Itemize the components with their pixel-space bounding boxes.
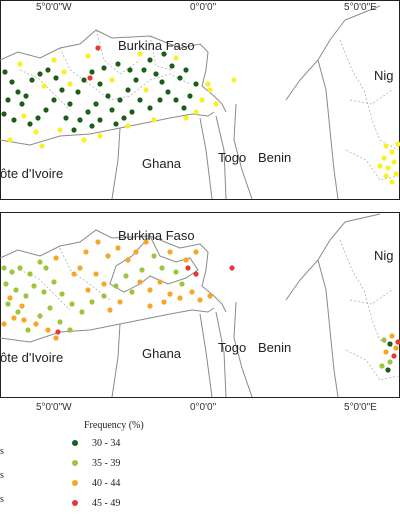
legend-label: 30 - 34 bbox=[92, 437, 121, 449]
legend-item: 40 - 44 bbox=[72, 476, 120, 490]
bottom-coord-5e: 5°0'0"E bbox=[344, 402, 377, 413]
bottom-label-togo: Togo bbox=[218, 340, 246, 355]
legend-dot-45-49 bbox=[72, 500, 78, 506]
bottom-label-benin: Benin bbox=[258, 340, 291, 355]
top-label-benin: Benin bbox=[258, 150, 291, 165]
legend-title: Frequency (%) bbox=[84, 420, 144, 431]
top-dots-yellow bbox=[7, 51, 400, 185]
legend-label: 40 - 44 bbox=[92, 477, 121, 489]
top-dots-45-49 bbox=[87, 45, 101, 81]
bottom-dots-40-44 bbox=[1, 239, 399, 355]
top-label-cote: ôte d'Ivoire bbox=[0, 166, 63, 181]
legend-side-letter: s bbox=[0, 494, 4, 505]
legend-side-letter: s bbox=[0, 470, 4, 481]
legend-dot-40-44 bbox=[72, 480, 78, 486]
legend-label: 45 - 49 bbox=[92, 497, 121, 509]
bottom-dots-30-34 bbox=[385, 341, 393, 373]
bottom-map-borders bbox=[0, 213, 381, 398]
bottom-label-burkina: Burkina Faso bbox=[118, 228, 195, 243]
legend-dot-30-34 bbox=[72, 440, 78, 446]
legend-side-letter: s bbox=[0, 446, 4, 457]
bottom-coord-0: 0°0'0" bbox=[190, 402, 217, 413]
top-coord-5w: 5°0'0"W bbox=[36, 2, 72, 13]
top-coord-5e: 5°0'0"E bbox=[344, 2, 377, 13]
top-label-burkina: Burkina Faso bbox=[118, 38, 195, 53]
top-map: Burkina Faso Ghana Togo Benin Nig ôte d'… bbox=[0, 0, 400, 200]
legend: Frequency (%) s s s 30 - 34 35 - 39 40 -… bbox=[0, 418, 400, 516]
legend-item: 35 - 39 bbox=[72, 456, 120, 470]
bottom-dots-45-49 bbox=[55, 265, 400, 359]
top-label-nig: Nig bbox=[374, 68, 394, 83]
bottom-label-ghana: Ghana bbox=[142, 346, 182, 361]
top-label-ghana: Ghana bbox=[142, 156, 182, 171]
legend-item: 45 - 49 bbox=[72, 496, 120, 510]
bottom-coord-5w: 5°0'0"W bbox=[36, 402, 72, 413]
top-label-togo: Togo bbox=[218, 150, 246, 165]
bottom-map: Burkina Faso Ghana Togo Benin Nig ôte d'… bbox=[0, 212, 400, 398]
top-coord-0: 0°0'0" bbox=[190, 2, 217, 13]
bottom-label-nig: Nig bbox=[374, 248, 394, 263]
legend-label: 35 - 39 bbox=[92, 457, 121, 469]
legend-item: 30 - 34 bbox=[72, 436, 120, 450]
bottom-dots-35-39 bbox=[1, 253, 393, 369]
legend-dot-35-39 bbox=[72, 460, 78, 466]
top-dots-30-34 bbox=[1, 51, 199, 133]
bottom-label-cote: ôte d'Ivoire bbox=[0, 350, 63, 365]
